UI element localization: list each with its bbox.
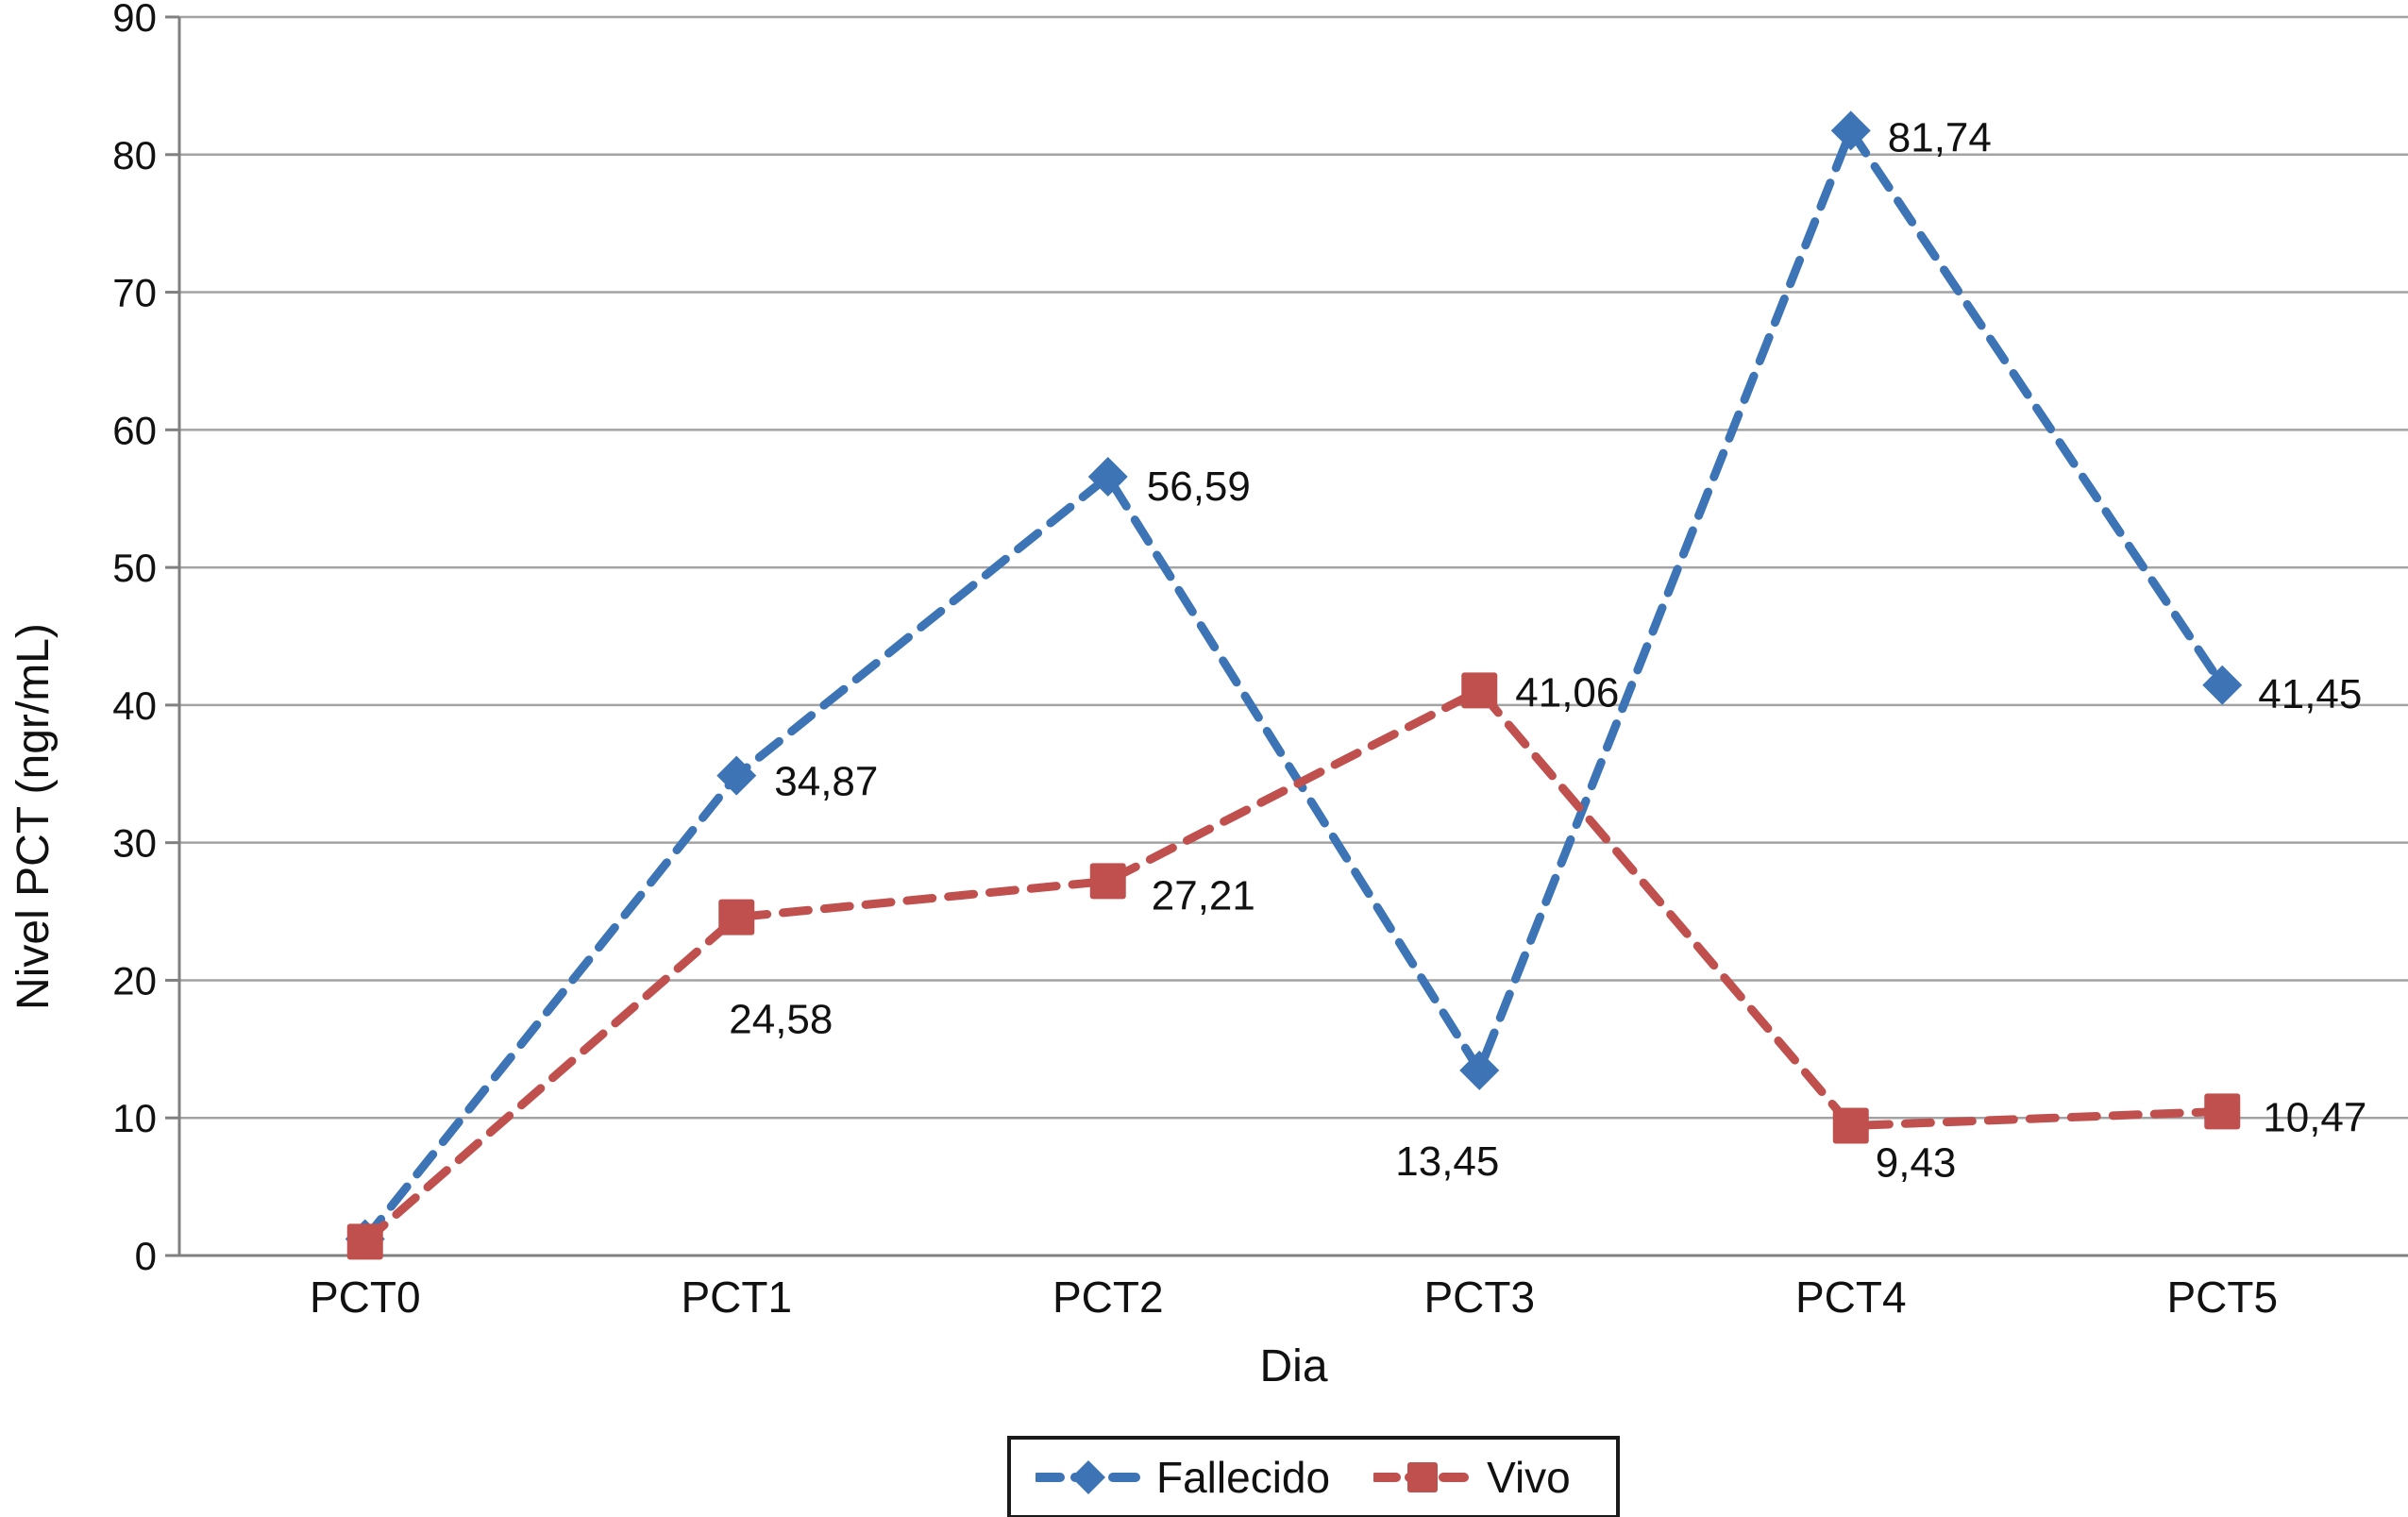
legend-item-vivo: Vivo [1373, 1452, 1571, 1503]
data-label: 9,43 [1876, 1140, 1957, 1187]
y-tick-label: 90 [112, 0, 157, 40]
y-tick-label: 0 [135, 1234, 157, 1278]
y-axis-title: Nivel PCT (ngr/mL) [8, 623, 59, 1010]
x-tick-label: PCT5 [2166, 1273, 2278, 1322]
legend-label-vivo: Vivo [1487, 1453, 1571, 1502]
legend: Fallecido Vivo [1007, 1436, 1620, 1517]
y-tick-label: 20 [112, 958, 157, 1003]
vivo-dashed-square-icon [1373, 1462, 1473, 1492]
x-tick-label: PCT1 [681, 1273, 792, 1322]
y-tick-label: 10 [112, 1096, 157, 1140]
data-label: 27,21 [1152, 872, 1255, 919]
y-tick-label: 60 [112, 408, 157, 452]
x-tick-label: PCT3 [1423, 1273, 1535, 1322]
x-tick-label: PCT4 [1795, 1273, 1907, 1322]
fallecido-marker-pct4 [1830, 110, 1871, 151]
fallecido-marker-pct2 [1087, 457, 1128, 497]
fallecido-marker-pct5 [2202, 665, 2243, 705]
fallecido-marker-pct1 [716, 755, 757, 796]
x-axis-title: Dia [1259, 1341, 1328, 1391]
data-label: 41,45 [2258, 671, 2362, 717]
y-tick-label: 70 [112, 271, 157, 315]
vivo-marker-pct2 [1089, 863, 1126, 900]
y-tick-label: 40 [112, 683, 157, 728]
data-label: 81,74 [1888, 114, 1992, 160]
y-tick-label: 50 [112, 546, 157, 590]
vivo-line [361, 684, 2227, 1246]
x-tick-label: PCT2 [1052, 1273, 1164, 1322]
x-tick-label: PCT0 [310, 1273, 421, 1322]
vivo-marker-pct0 [346, 1223, 383, 1260]
y-tick-label: 30 [112, 821, 157, 866]
fallecido-marker-pct3 [1459, 1050, 1500, 1090]
data-label: 41,06 [1515, 669, 1619, 716]
data-label: 34,87 [774, 759, 878, 805]
legend-label-fallecido: Fallecido [1156, 1453, 1331, 1502]
fallecido-line [361, 121, 2227, 1244]
data-label: 10,47 [2263, 1094, 2366, 1140]
data-label: 56,59 [1147, 464, 1251, 510]
legend-item-fallecido: Fallecido [1036, 1452, 1330, 1503]
vivo-marker-pct4 [1832, 1107, 1869, 1144]
data-label: 24,58 [729, 997, 833, 1043]
y-tick-label: 80 [112, 133, 157, 177]
data-label: 13,45 [1395, 1138, 1499, 1185]
vivo-marker-pct1 [718, 899, 755, 935]
fallecido-dashed-diamond-icon [1036, 1460, 1141, 1494]
vivo-marker-pct3 [1461, 672, 1498, 709]
vivo-marker-pct5 [2204, 1093, 2241, 1130]
